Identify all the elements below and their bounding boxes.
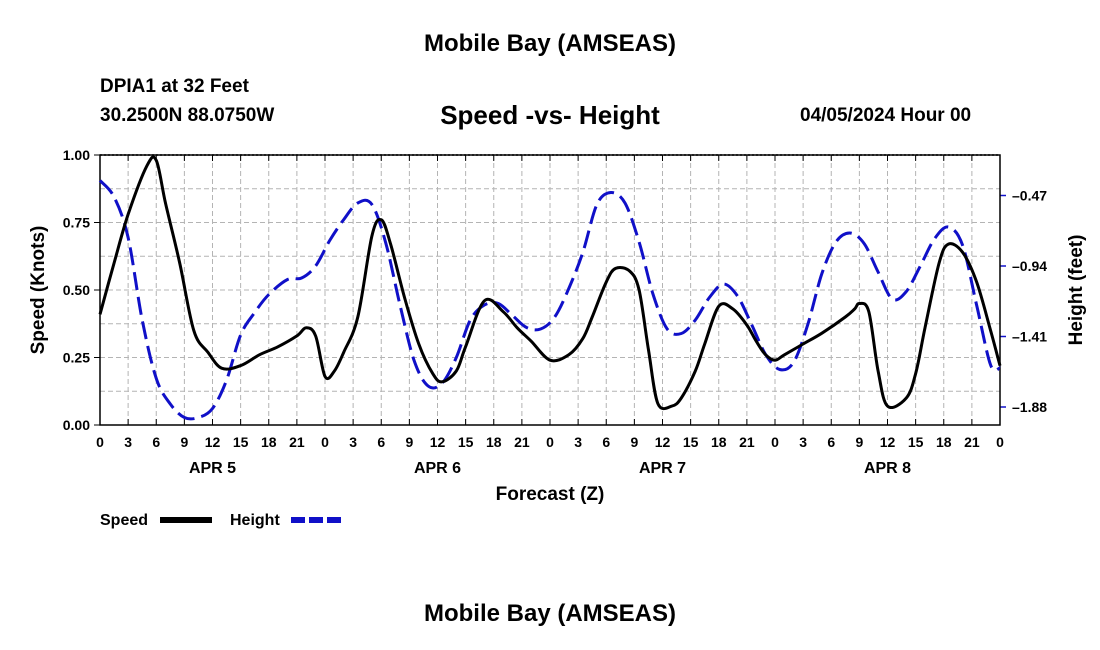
x-tick-label: 18 (711, 434, 727, 450)
speed-height-chart: 0 3 6 9 12 15 18 21 0 3 6 9 12 15 18 21 0 3 6 9 12 15 18 21 0 3 6 9… (28, 147, 1087, 529)
day-label: APR 5 (189, 460, 236, 477)
x-tick-label: 18 (486, 434, 502, 450)
speed-series-line (98, 155, 1002, 411)
x-tick-label: 21 (964, 434, 980, 450)
x-tick-label: 6 (602, 434, 610, 450)
day-label: APR 8 (864, 460, 911, 477)
x-tick-label: 15 (458, 434, 474, 450)
x-tick-label: 3 (574, 434, 582, 450)
x-tick-label: 21 (739, 434, 755, 450)
x-tick-label: 9 (405, 434, 413, 450)
x-tick-label: 18 (261, 434, 277, 450)
y2-tick-label: –0.94 (1012, 258, 1047, 274)
x-tick-label: 12 (655, 434, 671, 450)
x-tick-label: 21 (289, 434, 305, 450)
grid (100, 155, 1000, 425)
x-tick-label: 0 (996, 434, 1004, 450)
y-tick-label: 0.50 (63, 282, 90, 298)
y-tick-label: 0.00 (63, 417, 90, 433)
x-tick-label: 6 (377, 434, 385, 450)
x-tick-label: 3 (799, 434, 807, 450)
x-tick-label: 3 (124, 434, 132, 450)
y2-axis-label: Height (feet) (1066, 235, 1087, 346)
x-tick-label: 0 (321, 434, 329, 450)
forecast-timestamp: 04/05/2024 Hour 00 (800, 105, 972, 126)
x-tick-label: 3 (349, 434, 357, 450)
x-tick-label: 0 (771, 434, 779, 450)
station-name: DPIA1 at 32 Feet (100, 76, 249, 97)
series (98, 155, 1002, 421)
chart-title: Speed -vs- Height (440, 100, 660, 130)
x-tick-label: 9 (630, 434, 638, 450)
station-coordinates: 30.2500N 88.0750W (100, 105, 275, 126)
y-tick-label: 0.75 (63, 215, 90, 231)
x-tick-label: 9 (855, 434, 863, 450)
day-label: APR 7 (639, 460, 686, 477)
x-tick-label: 12 (430, 434, 446, 450)
height-series-line (98, 179, 1001, 421)
x-tick-label: 0 (546, 434, 554, 450)
x-tick-label: 15 (233, 434, 249, 450)
legend-height-label: Height (230, 512, 280, 529)
x-tick-label: 18 (936, 434, 952, 450)
x-tick-label: 15 (908, 434, 924, 450)
x-tick-label: 0 (96, 434, 104, 450)
y-axis-label: Speed (Knots) (28, 226, 49, 355)
legend-speed-label: Speed (100, 512, 148, 529)
x-tick-label: 12 (205, 434, 221, 450)
y2-tick-label: –1.88 (1012, 399, 1047, 415)
x-axis-label: Forecast (Z) (496, 484, 605, 505)
x-tick-label: 6 (827, 434, 835, 450)
axes: 0 3 6 9 12 15 18 21 0 3 6 9 12 15 18 21 0 3 6 9 12 15 18 21 0 3 6 9… (63, 147, 1047, 477)
x-tick-label: 15 (683, 434, 699, 450)
y-tick-label: 1.00 (63, 147, 90, 163)
y2-tick-label: –0.47 (1012, 188, 1047, 204)
x-tick-label: 12 (880, 434, 896, 450)
x-tick-label: 9 (180, 434, 188, 450)
footer-title: Mobile Bay (AMSEAS) (423, 600, 677, 627)
x-tick-label: 21 (514, 434, 530, 450)
x-tick-label: 6 (152, 434, 160, 450)
legend: Speed Height (100, 512, 343, 529)
day-label: APR 6 (414, 460, 461, 477)
main-title: Mobile Bay (AMSEAS) (423, 30, 677, 57)
y-tick-label: 0.25 (63, 350, 90, 366)
y2-tick-label: –1.41 (1012, 329, 1047, 345)
